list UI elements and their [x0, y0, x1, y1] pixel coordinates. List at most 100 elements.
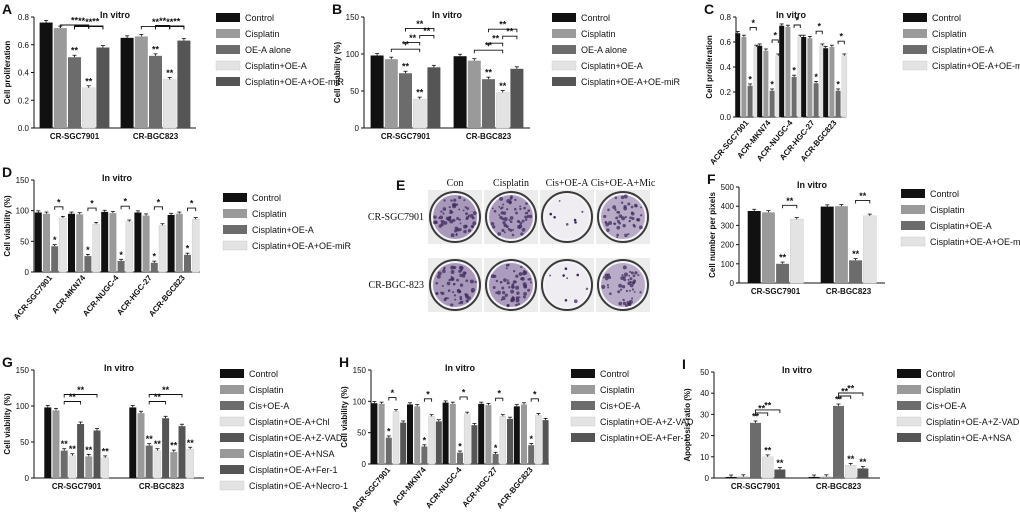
bar-cisplatin-oe-a-oe-mir: [427, 67, 441, 128]
legend-label: Control: [930, 189, 959, 199]
colony-dot: [510, 195, 513, 199]
colony-dot: [616, 225, 621, 230]
bar-cisplatin-oe-a-z-vad: [162, 418, 170, 478]
colony-dot: [628, 274, 631, 277]
significance-bracket: [495, 397, 504, 402]
colony-dot: [529, 281, 532, 284]
colony-dot: [630, 211, 635, 216]
legend-label: Control: [932, 13, 961, 23]
colony-dot: [527, 209, 531, 213]
colony-dot: [508, 219, 511, 222]
y-tick-label: 400: [721, 202, 735, 211]
colony-dot: [515, 274, 519, 278]
significance-bracket: [459, 396, 468, 400]
significance-bracket: [87, 207, 97, 212]
colony-dot: [634, 271, 638, 275]
panel-letter-F: F: [707, 171, 716, 187]
colony-dot: [441, 284, 444, 287]
legend-swatch: [902, 60, 928, 71]
legend-swatch: [552, 29, 576, 38]
significance-label: *: [792, 66, 796, 76]
legend-swatch: [216, 29, 240, 38]
bar-cisplatin-oe-a: [412, 98, 427, 129]
bar-control: [801, 37, 807, 117]
bracket-label: **: [786, 196, 794, 206]
bar-control: [823, 48, 829, 117]
colony-dot: [471, 225, 474, 228]
colony-dot: [504, 293, 508, 297]
colony-dot: [459, 283, 464, 287]
colony-dot: [501, 228, 505, 233]
legend-swatch: [897, 433, 921, 442]
y-tick-label: 50: [700, 368, 709, 377]
bar-cisplatin-oe-a: [51, 246, 59, 272]
bar-cisplatin-oe-a-z-vad: [535, 414, 542, 465]
bracket-label: **: [152, 17, 160, 27]
colony-dot: [630, 205, 634, 209]
legend-label: Cisplatin: [249, 385, 284, 395]
bar-cis-oe-a: [528, 445, 535, 464]
colony-dot: [506, 304, 510, 308]
colony-dot: [510, 289, 515, 294]
legend-label: Control: [581, 13, 610, 23]
colony-dot: [450, 233, 455, 238]
colony-dot: [509, 216, 514, 220]
colony-dot: [491, 207, 494, 210]
colony-dot: [630, 271, 634, 275]
bar-control: [513, 406, 520, 464]
colony-dot: [440, 210, 443, 213]
bracket-label: **: [159, 16, 167, 26]
bar-control: [34, 212, 42, 272]
bar-cisplatin-oe-a: [747, 85, 753, 117]
significance-label: **: [852, 249, 860, 259]
colony-photo-panel: E Con Cisplatin Cis+OE-A Cis+OE-A+Mic CR-SGC7…: [368, 177, 656, 312]
y-tick-label: 100: [721, 260, 735, 269]
bracket-label: **: [173, 17, 181, 27]
colony-dot: [458, 208, 461, 211]
legend-swatch: [220, 369, 244, 378]
column-label: Cis+OE-A: [546, 178, 590, 189]
colony-dot: [512, 228, 515, 231]
bar-cisplatin-oe-a-fer-1: [93, 430, 101, 478]
colony-dot: [624, 216, 627, 219]
significance-bracket: [838, 392, 864, 397]
bar-cisplatin-oe-a: [835, 90, 841, 117]
colony-dot: [574, 221, 577, 224]
colony-dot: [462, 271, 467, 276]
bar-control: [134, 212, 142, 272]
significance-label: *: [748, 74, 752, 84]
colony-dot: [629, 216, 632, 219]
colony-dot: [453, 198, 457, 202]
significance-bracket: [755, 412, 769, 416]
colony-dot: [450, 277, 455, 281]
colony-dot: [443, 267, 446, 270]
legend-swatch: [219, 416, 245, 427]
colony-dot: [474, 280, 477, 284]
significance-bracket: [63, 401, 82, 405]
colony-dot: [458, 218, 461, 221]
bar-cisplatin: [53, 28, 67, 129]
y-axis-label: Cell viability (%): [3, 393, 12, 455]
bracket-label: *: [773, 30, 777, 40]
bar-cisplatin-oe-a-chl: [68, 455, 77, 479]
chart-title: In vitro: [104, 363, 135, 373]
colony-dot: [501, 296, 506, 301]
bracket-label: **: [78, 16, 86, 26]
colony-dot: [458, 290, 461, 293]
legend-swatch: [216, 13, 240, 22]
colony-dot: [629, 277, 633, 281]
colony-dot: [614, 208, 617, 211]
colony-dot: [439, 215, 443, 220]
legend-label: Control: [600, 369, 629, 379]
colony-dot: [616, 236, 619, 239]
colony-dot: [448, 216, 452, 219]
colony-dot: [463, 199, 466, 202]
y-tick-label: 100: [16, 402, 30, 411]
colony-dot: [528, 214, 533, 219]
bracket-label: **: [841, 387, 849, 397]
y-tick-label: 30: [700, 410, 709, 419]
colony-dot: [520, 265, 523, 269]
legend-label: Cisplatin+OE-A+Z-VAD: [926, 417, 1020, 427]
bar-cisplatin-oe-a-nsa: [170, 452, 178, 478]
